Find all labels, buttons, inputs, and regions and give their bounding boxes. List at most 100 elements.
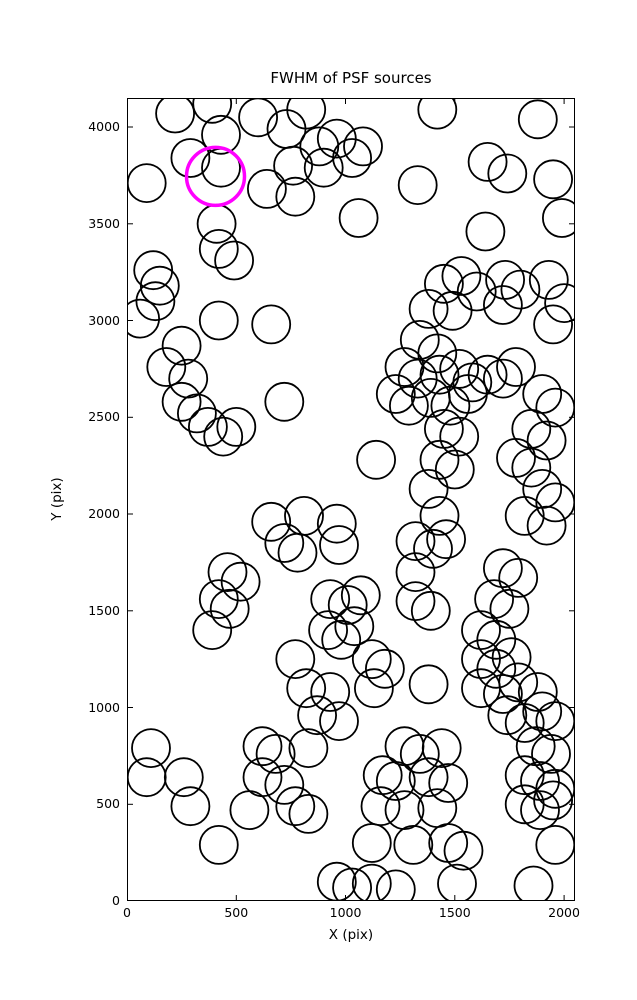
psf-source-circle: [443, 830, 484, 871]
psf-source-circle: [351, 863, 392, 901]
psf-source-circle: [192, 610, 233, 650]
psf-source-circle: [214, 240, 254, 281]
psf-source-circle: [192, 98, 233, 124]
psf-source-circle: [127, 163, 167, 203]
psf-source-circle: [375, 374, 416, 414]
psf-source-circle: [303, 147, 344, 188]
plot-area: [127, 98, 575, 901]
psf-source-circle: [522, 691, 563, 732]
psf-source-circle: [487, 695, 528, 736]
psf-source-circle: [395, 552, 436, 593]
psf-source-circle: [423, 263, 464, 304]
psf-source-circle: [399, 734, 440, 774]
chart-title: FWHM of PSF sources: [270, 69, 432, 87]
psf-source-circle: [198, 300, 239, 341]
psf-source-circle: [413, 528, 453, 569]
psf-source-circle: [321, 619, 362, 660]
x-axis-label: X (pix): [328, 927, 374, 943]
psf-source-circle: [203, 416, 244, 457]
psf-source-circle: [375, 761, 416, 801]
psf-source-circle: [498, 557, 539, 598]
psf-source-circle: [428, 763, 469, 803]
psf-source-circle: [316, 503, 357, 544]
psf-source-circle: [351, 639, 392, 679]
highlighted-psf-source-circle: [184, 145, 247, 208]
psf-source-circle: [177, 393, 217, 434]
psf-source-circle: [275, 639, 316, 679]
psf-source-circle: [408, 757, 449, 798]
psf-source-circle: [327, 585, 368, 625]
psf-source-circle: [286, 98, 327, 130]
psf-source-circle: [489, 588, 530, 629]
psf-source-circle: [395, 581, 436, 622]
psf-source-circle: [264, 523, 305, 563]
psf-source-circle: [498, 662, 539, 703]
psf-source-circle: [384, 347, 425, 387]
psf-source-circle: [544, 283, 575, 323]
psf-source-circle: [332, 867, 372, 901]
psf-source-circle: [517, 672, 558, 712]
psf-source-circle: [163, 757, 204, 798]
psf-source-circle: [251, 304, 292, 345]
psf-source-circle: [482, 285, 523, 325]
psf-source-circle: [146, 347, 187, 387]
y-tick-label: 2500: [88, 409, 120, 425]
psf-source-circle: [461, 639, 501, 679]
psf-source-circle: [487, 153, 528, 194]
psf-source-circle: [426, 519, 467, 560]
psf-source-circle: [504, 495, 545, 536]
psf-source-circle: [542, 198, 575, 238]
y-tick-label: 1500: [88, 602, 120, 618]
psf-source-circle: [397, 165, 438, 205]
axes-frame: [127, 98, 575, 901]
y-tick-label: 2000: [88, 506, 120, 521]
x-tick-label: 2000: [548, 905, 580, 920]
psf-source-circle: [201, 114, 241, 155]
x-tick-label: 0: [123, 905, 131, 920]
psf-source-circle: [408, 288, 449, 329]
psf-source-circle: [198, 579, 239, 620]
psf-source-circle: [297, 695, 338, 736]
psf-source-circle: [384, 726, 425, 767]
psf-source-circle: [531, 734, 571, 774]
psf-source-circle: [353, 668, 394, 709]
psf-source-circle: [251, 501, 292, 542]
y-tick-label: 4000: [88, 119, 120, 135]
psf-source-circle: [526, 505, 567, 546]
psf-source-circle: [428, 823, 469, 863]
psf-source-circle: [264, 765, 305, 805]
psf-source-circle: [535, 701, 575, 741]
psf-source-circle: [209, 588, 250, 629]
psf-source-circle: [419, 354, 460, 395]
psf-source-circle: [421, 728, 462, 768]
psf-source-circle: [496, 437, 536, 478]
psf-source-circle: [513, 865, 554, 901]
psf-source-circle: [482, 358, 523, 399]
psf-source-circle: [351, 823, 392, 863]
psf-source-circle: [533, 159, 574, 200]
psf-source-circle: [207, 552, 248, 593]
psf-source-circle: [474, 579, 515, 620]
psf-source-circle: [308, 610, 349, 650]
psf-source-circle: [139, 265, 180, 306]
psf-source-circle: [229, 790, 270, 830]
psf-source-circle: [275, 176, 316, 217]
x-tick-label: 1500: [438, 905, 471, 920]
psf-source-circle: [447, 374, 488, 414]
psf-source-circle: [511, 447, 552, 488]
psf-source-circle: [340, 575, 381, 616]
psf-source-circle: [168, 358, 209, 399]
psf-source-circle: [419, 439, 460, 480]
psf-source-circle: [343, 126, 383, 167]
psf-source-circle: [408, 664, 449, 705]
psf-source-circle: [127, 757, 167, 798]
psf-source-circle: [419, 495, 460, 536]
psf-source-circle: [264, 381, 305, 422]
psf-source-circle: [528, 259, 569, 300]
psf-source-circle: [246, 169, 287, 209]
psf-source-circle: [220, 561, 261, 602]
psf-source-circle: [135, 281, 176, 322]
psf-source-circle: [434, 449, 475, 490]
psf-source-circle: [334, 606, 375, 647]
psf-source-circle: [485, 259, 526, 300]
